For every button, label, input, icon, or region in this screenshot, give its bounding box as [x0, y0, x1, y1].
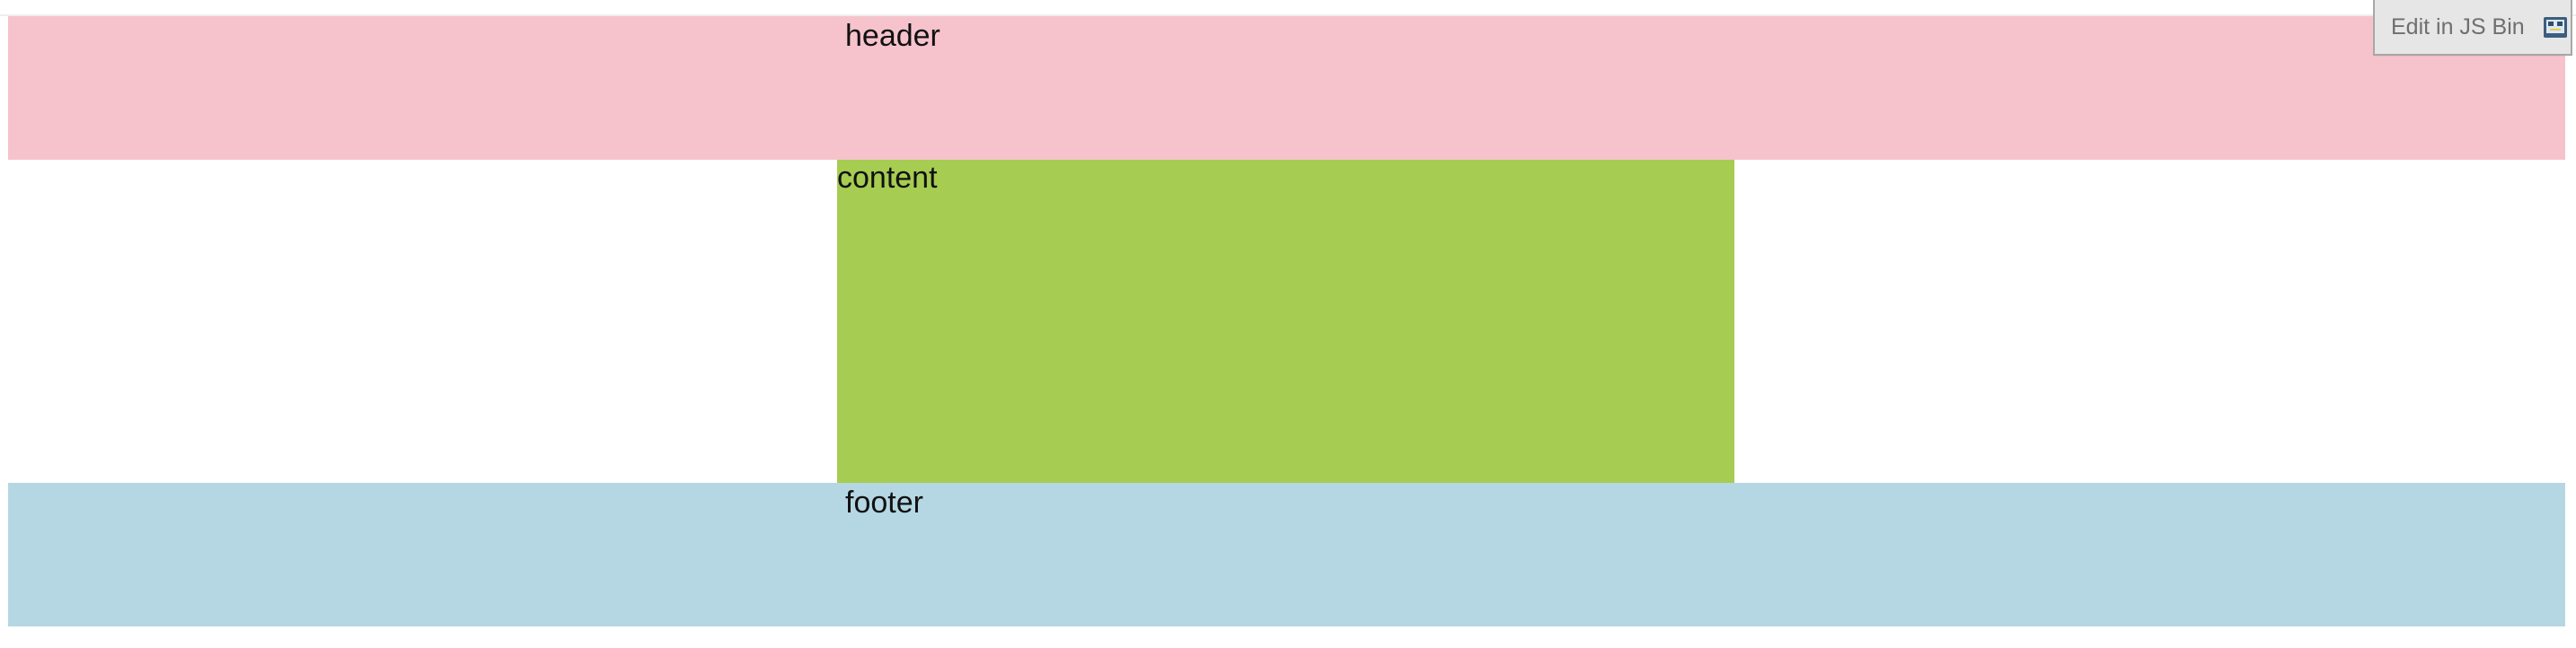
- footer-section: footer: [8, 483, 2565, 626]
- content-section: content: [837, 160, 1734, 483]
- header-label: header: [845, 19, 940, 53]
- jsbin-icon: [2543, 14, 2568, 39]
- content-label: content: [837, 161, 938, 195]
- top-divider: [0, 0, 2576, 16]
- edit-in-jsbin-button[interactable]: Edit in JS Bin: [2373, 0, 2572, 56]
- header-section: header: [8, 16, 2565, 160]
- footer-label: footer: [845, 486, 923, 520]
- edit-in-jsbin-label: Edit in JS Bin: [2391, 13, 2525, 39]
